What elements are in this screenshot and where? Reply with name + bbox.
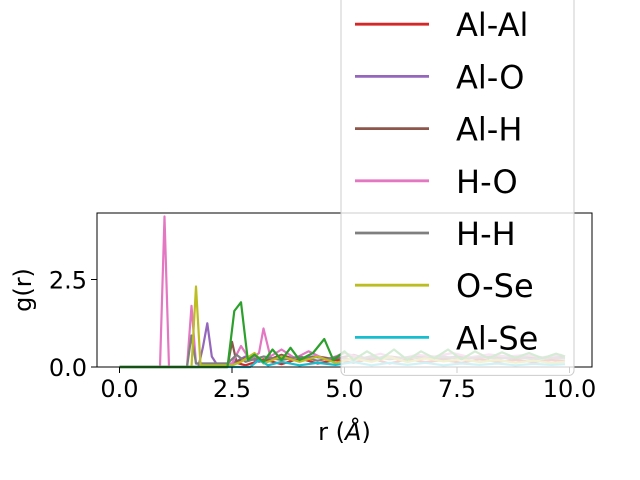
axes: 0.0 2.5 5.0 7.5 10.0 0.0 2.5 r (Å) g(r)	[9, 212, 596, 446]
legend: Al-Al Al-O Al-H H-O H-H O-Se Al-Se	[340, 0, 575, 376]
x-tick-label: 7.5	[438, 375, 476, 403]
legend-box	[340, 0, 575, 376]
x-tick-label: 0.0	[100, 375, 138, 403]
x-tick-label: 5.0	[325, 375, 363, 403]
x-tick-label: 2.5	[213, 375, 251, 403]
legend-label: Al-Al	[456, 6, 528, 44]
legend-label: Al-O	[456, 58, 524, 96]
y-tick-label: 0.0	[49, 354, 87, 382]
legend-label: H-H	[456, 215, 516, 253]
legend-label: O-Se	[456, 267, 534, 305]
legend-label: Al-H	[456, 111, 522, 149]
x-tick-label: 10.0	[543, 375, 596, 403]
y-tick-label: 2.5	[49, 267, 87, 295]
legend-label: H-O	[456, 163, 518, 201]
y-axis-label: g(r)	[9, 268, 37, 312]
legend-label: Al-Se	[456, 319, 538, 357]
x-axis-label: r (Å)	[318, 417, 371, 446]
